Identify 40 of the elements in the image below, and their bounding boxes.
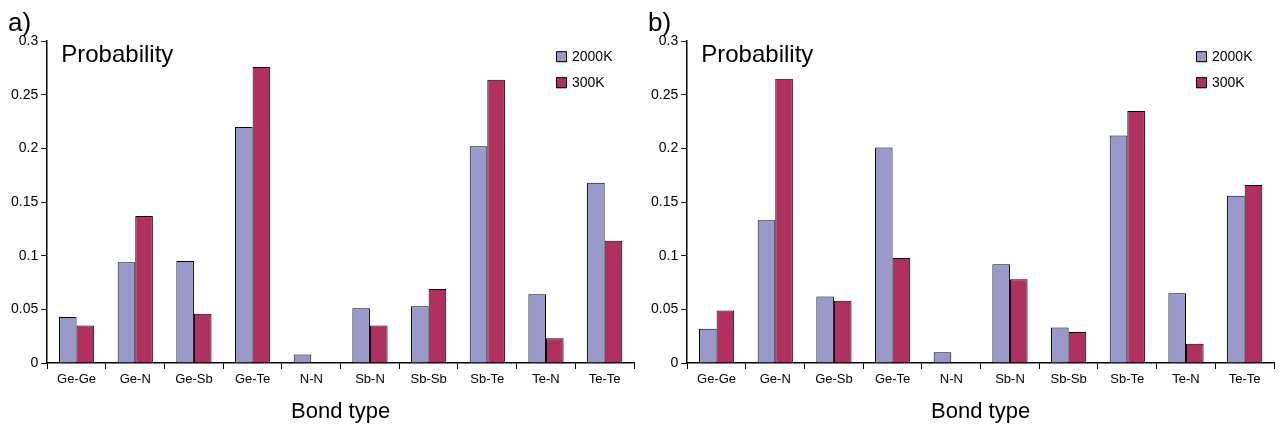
legend-label: 2000K	[1212, 48, 1254, 65]
legend-label: 300K	[572, 74, 606, 91]
x-tick-label: Ge-Sb	[815, 371, 853, 387]
legend-label: 2000K	[572, 48, 614, 65]
y-tick-label: 0	[670, 353, 679, 370]
x-tick-label: Ge-Te	[234, 371, 271, 387]
x-tick-label: Sb-N	[995, 371, 1025, 387]
y-axis-title: Probability	[61, 39, 174, 67]
x-tick-label: Ge-Ge	[697, 371, 737, 387]
y-tick-label: 0.2	[18, 139, 39, 156]
x-tick-label: Sb-Sb	[410, 371, 447, 387]
x-axis-title: Bond type	[931, 397, 1031, 423]
y-tick-label: 0.05	[651, 300, 679, 317]
x-tick-label: N-N	[299, 371, 323, 387]
y-tick-label: 0.05	[11, 300, 39, 317]
y-tick-label: 0.1	[18, 246, 39, 263]
y-axis-title: Probability	[701, 39, 814, 67]
x-tick-label: Ge-Te	[874, 371, 911, 387]
y-tick-label: 0.15	[651, 192, 679, 209]
x-tick-label: Sb-Sb	[1050, 371, 1087, 387]
y-tick-label: 0.1	[658, 246, 679, 263]
y-tick-label: 0.25	[651, 85, 679, 102]
x-tick-label: N-N	[939, 371, 963, 387]
x-axis-title: Bond type	[291, 397, 391, 423]
x-tick-label: Te-Te	[1228, 371, 1261, 387]
x-tick-label: Ge-Sb	[175, 371, 213, 387]
x-tick-label: Ge-N	[119, 371, 151, 387]
x-tick-label: Te-N	[1172, 371, 1200, 387]
y-tick-label: 0.25	[11, 85, 39, 102]
x-tick-label: Te-N	[532, 371, 560, 387]
y-tick-label: 0.15	[11, 192, 39, 209]
x-tick-label: Sb-Te	[470, 371, 505, 387]
x-tick-label: Te-Te	[588, 371, 621, 387]
legend-label: 300K	[1212, 74, 1246, 91]
x-tick-label: Sb-N	[355, 371, 385, 387]
x-tick-label: Ge-Ge	[57, 371, 97, 387]
x-tick-label: Sb-Te	[1110, 371, 1145, 387]
x-tick-label: Ge-N	[759, 371, 791, 387]
y-tick-label: 0.2	[658, 139, 679, 156]
y-tick-label: 0	[30, 353, 39, 370]
